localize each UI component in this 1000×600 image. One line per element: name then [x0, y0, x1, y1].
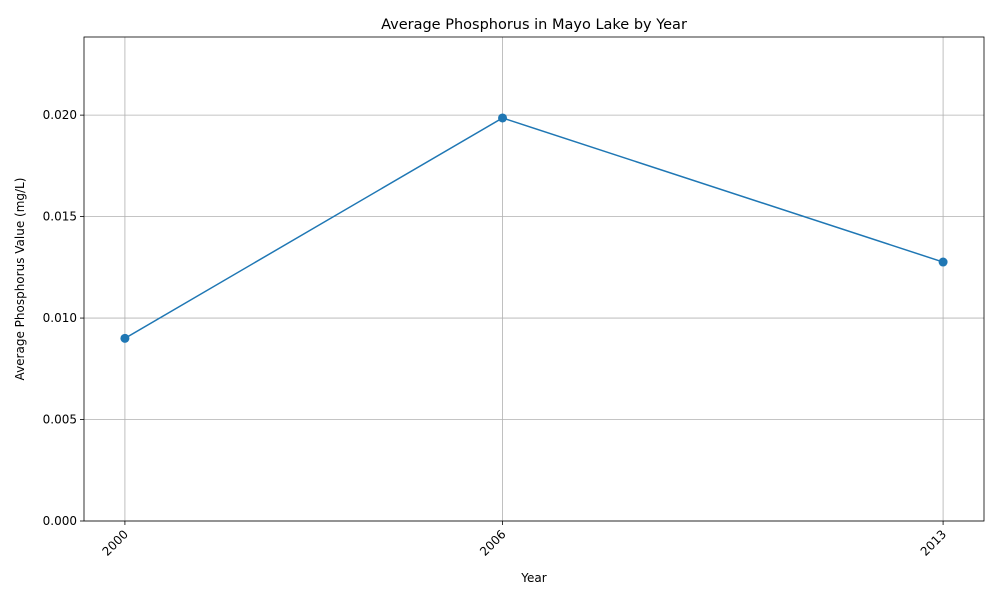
x-tick-label-2006: 2006: [477, 527, 508, 558]
y-axis-ticks: 0.000 0.005 0.010 0.015 0.020: [43, 108, 84, 528]
y-tick-label-0.000: 0.000: [43, 514, 77, 528]
y-tick-label-0.005: 0.005: [43, 413, 77, 427]
series-line-0: [124, 117, 944, 340]
y-axis-label: Average Phosphorus Value (mg/L): [13, 178, 27, 381]
x-axis-label: Year: [520, 571, 546, 585]
plot-frame: [83, 36, 985, 522]
y-tick-label-0.015: 0.015: [43, 210, 77, 224]
grid-lines: [84, 37, 984, 522]
x-tick-label-2000: 2000: [100, 527, 131, 558]
chart-title: Average Phosphorus in Mayo Lake by Year: [381, 17, 687, 33]
plot-area-border: [83, 36, 985, 522]
x-axis-ticks: 2000 2006 2013: [100, 521, 949, 559]
y-tick-label-0.010: 0.010: [43, 311, 77, 325]
data-point-2000: [120, 333, 130, 343]
x-tick-label-2013: 2013: [918, 527, 949, 558]
data-point-2013: [938, 257, 948, 267]
data-point-2006: [498, 113, 508, 123]
series-layer: [120, 113, 948, 343]
y-tick-label-0.020: 0.020: [43, 108, 77, 122]
